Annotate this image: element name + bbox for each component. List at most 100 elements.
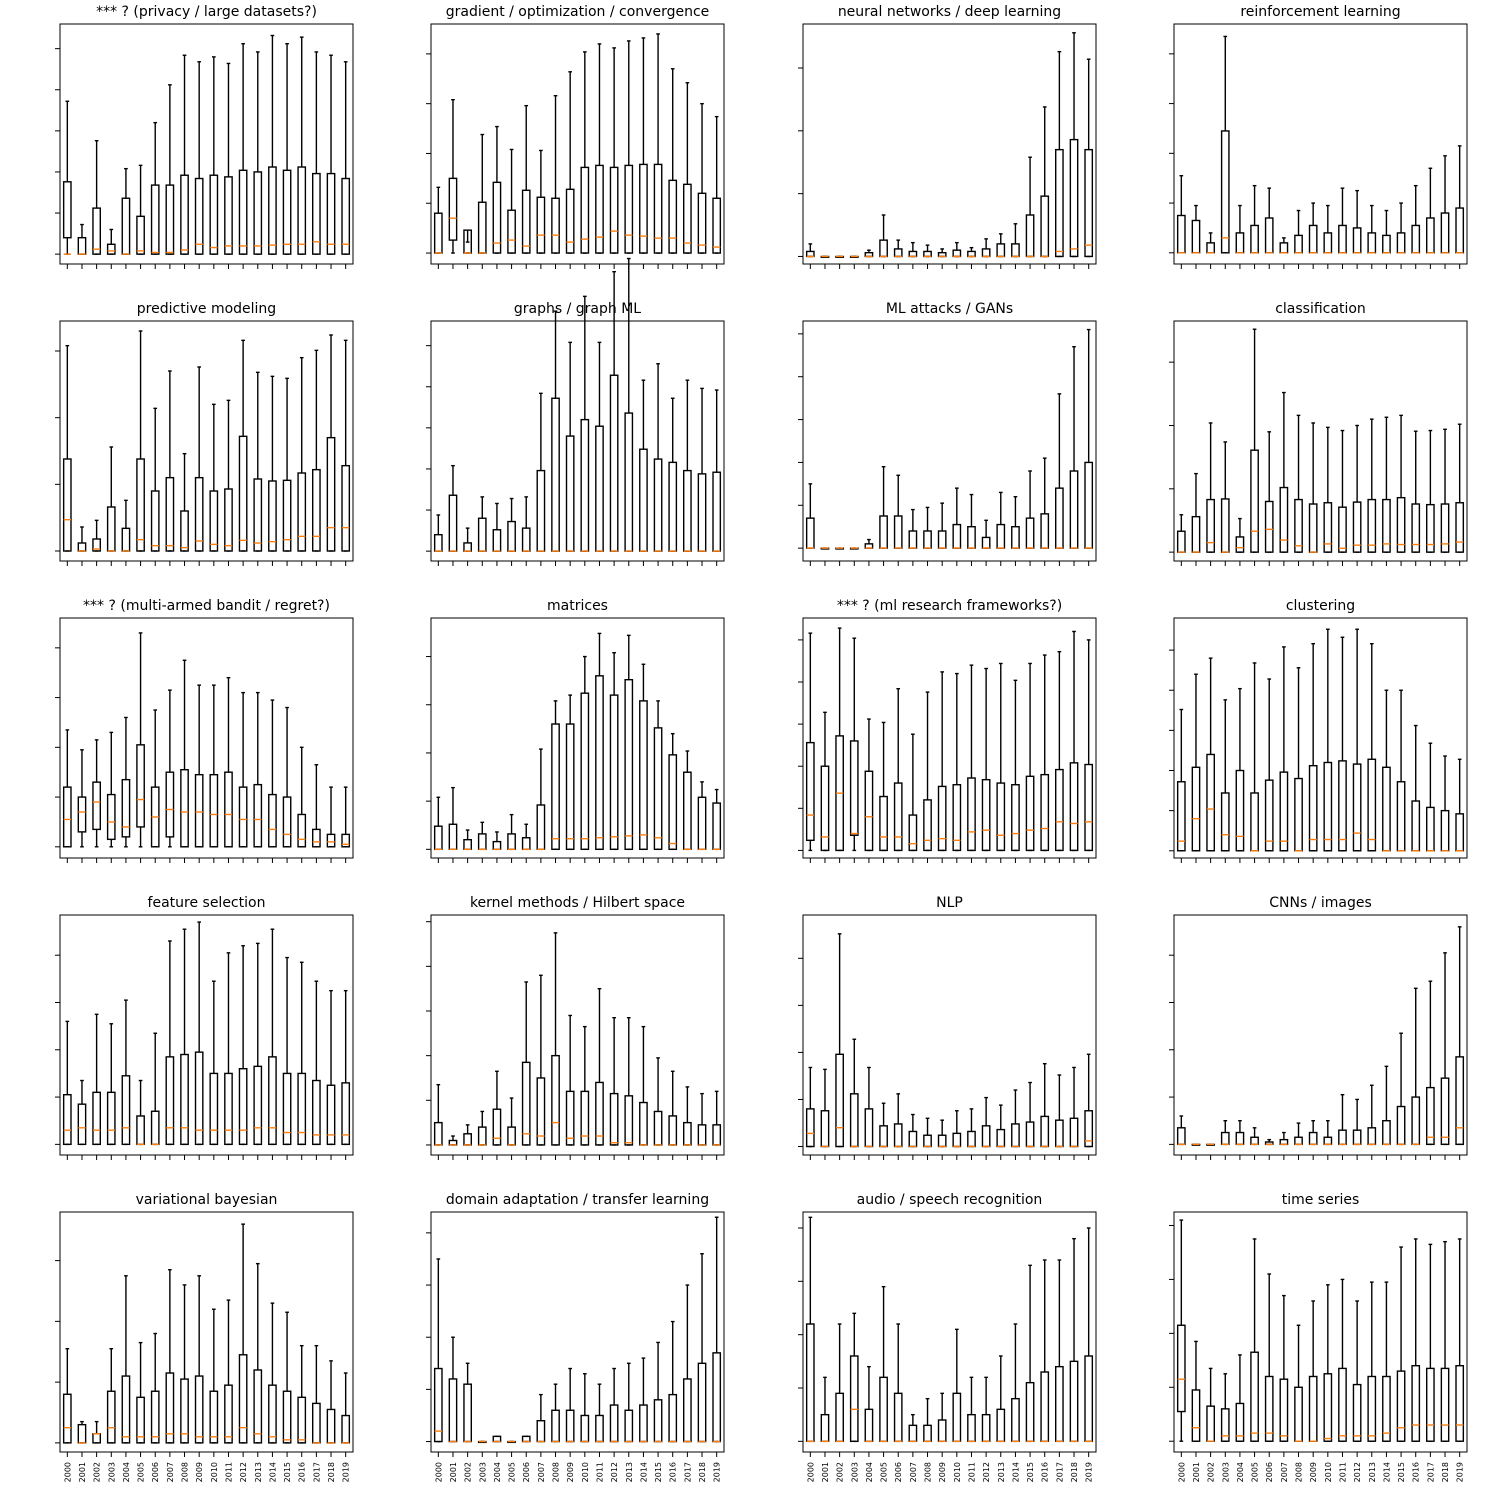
box-iqr (712, 802, 722, 851)
box-2001 (77, 223, 87, 255)
panel-0: *** ? (privacy / large datasets?) (55, 4, 354, 269)
box-iqr (326, 172, 336, 255)
box-2007 (1279, 646, 1289, 852)
box-2008 (551, 310, 560, 552)
box-iqr (1025, 1121, 1035, 1148)
x-tick-label: 2009 (938, 1462, 947, 1482)
box-2008 (1294, 667, 1303, 852)
box-iqr (194, 773, 204, 848)
box-iqr (180, 1378, 189, 1444)
box-2014 (1382, 1281, 1391, 1442)
x-tick-label: 2018 (1441, 1462, 1450, 1482)
box-iqr (595, 164, 604, 254)
box-2010 (209, 1308, 219, 1444)
box-iqr (1338, 760, 1347, 852)
box-iqr (609, 374, 619, 552)
panel-frame (802, 320, 1097, 562)
box-2013 (1367, 1281, 1377, 1442)
box-iqr (580, 166, 590, 254)
box-2009 (565, 1014, 575, 1146)
box-iqr (1235, 536, 1245, 553)
x-tick-label: 2011 (967, 1462, 976, 1482)
box-2017 (312, 349, 321, 552)
box-iqr (194, 1051, 204, 1146)
box-2004 (1235, 1120, 1245, 1146)
box-iqr (1323, 502, 1333, 553)
box-2017 (1426, 1243, 1435, 1442)
box-2013 (1367, 642, 1377, 852)
box-2013 (996, 1104, 1006, 1148)
panel-title: clustering (1286, 598, 1355, 614)
box-iqr (1426, 1086, 1435, 1146)
box-2008 (180, 1284, 189, 1444)
box-iqr (1191, 1389, 1201, 1442)
box-iqr (580, 692, 590, 851)
box-2018 (697, 102, 707, 254)
panel-title: neural networks / deep learning (838, 4, 1061, 20)
x-tick-label: 2019 (342, 1462, 351, 1482)
box-iqr (77, 236, 87, 255)
x-tick-label: 2011 (1338, 1462, 1347, 1482)
box-2000 (805, 1216, 815, 1443)
box-2014 (1382, 1065, 1391, 1146)
box-iqr (165, 476, 175, 552)
box-iqr (62, 181, 72, 239)
box-2016 (1411, 430, 1421, 553)
box-iqr (996, 1408, 1006, 1443)
box-2014 (1011, 1323, 1020, 1443)
box-2000 (805, 243, 815, 258)
box-2014 (639, 663, 648, 851)
box-iqr (341, 177, 351, 255)
box-2014 (1382, 689, 1391, 852)
box-iqr (1352, 1383, 1362, 1442)
x-tick-label: 2012 (610, 1462, 619, 1482)
box-2011 (224, 952, 233, 1146)
box-2015 (1396, 202, 1406, 254)
box-iqr (1206, 242, 1215, 254)
box-2000 (1176, 708, 1186, 852)
box-2017 (1055, 1074, 1064, 1148)
box-2012 (1352, 1300, 1362, 1442)
box-2018 (1440, 755, 1450, 852)
box-iqr (536, 1077, 546, 1146)
box-iqr (712, 471, 722, 552)
box-iqr (268, 166, 277, 255)
box-2008 (551, 95, 560, 254)
x-tick-label: 2019 (1085, 1462, 1094, 1482)
box-iqr (1069, 1360, 1079, 1443)
box-iqr (849, 1355, 859, 1443)
box-2006 (1264, 187, 1274, 254)
box-2018 (1069, 1066, 1079, 1148)
box-2000 (62, 729, 72, 848)
box-2016 (297, 356, 307, 552)
x-tick-label: 2011 (224, 1462, 233, 1482)
box-2017 (1426, 429, 1435, 553)
x-tick-label: 2008 (924, 1462, 933, 1482)
box-iqr (1426, 503, 1435, 553)
x-tick-label: 2019 (1456, 1462, 1465, 1482)
box-2016 (668, 397, 678, 552)
box-2011 (595, 43, 604, 254)
box-iqr (908, 530, 918, 549)
box-iqr (849, 1093, 859, 1148)
box-2000 (1176, 1219, 1186, 1442)
x-tick-label: 2002 (1207, 1462, 1216, 1482)
box-iqr (1191, 766, 1201, 852)
box-2013 (253, 1262, 263, 1444)
box-iqr (1294, 498, 1303, 553)
box-iqr (1069, 762, 1079, 852)
box-2000 (433, 796, 443, 851)
box-2008 (551, 932, 560, 1146)
x-tick-label: 2019 (713, 1462, 722, 1482)
box-iqr (1176, 1324, 1186, 1413)
box-2003 (1220, 1120, 1230, 1146)
box-iqr (683, 183, 692, 254)
box-2002 (1206, 1367, 1215, 1442)
box-iqr (1025, 517, 1035, 549)
box-2003 (849, 255, 859, 258)
box-2001 (77, 526, 87, 552)
box-iqr (1250, 792, 1259, 852)
box-2000 (1176, 514, 1186, 553)
box-2010 (580, 51, 590, 254)
box-iqr (879, 1125, 888, 1148)
